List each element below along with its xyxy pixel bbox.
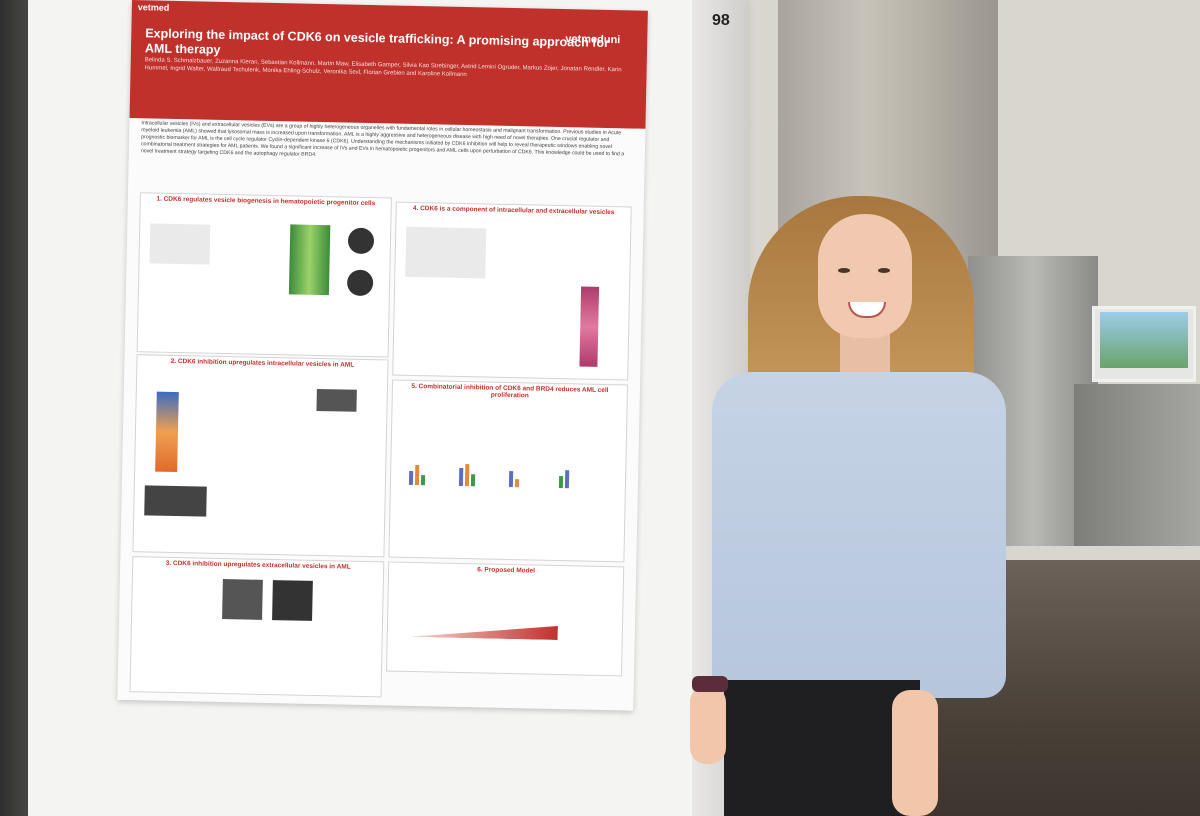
person-neck: [840, 330, 890, 380]
chart-bar: [464, 464, 470, 487]
bracelet: [692, 676, 728, 692]
panel-4-title: 4. CDK6 is a component of intracellular …: [412, 204, 615, 217]
chart-bar: [514, 479, 520, 488]
window-pane: [1100, 312, 1188, 368]
panel-2-western-blot: [316, 388, 357, 412]
chart-bar: [408, 470, 414, 485]
panel-1-micrograph: [347, 227, 375, 255]
panel-5-bar-charts: [408, 461, 609, 489]
intro-text: Intracellular vesicles (IVs) and extrace…: [140, 120, 625, 158]
smile: [848, 302, 886, 318]
eye-right: [878, 268, 890, 273]
panel-1-heatmap: [288, 224, 331, 296]
left-dark-edge: [0, 0, 30, 816]
chart-bar: [414, 465, 420, 486]
person-face: [818, 214, 912, 338]
panel-1-figure: [149, 223, 211, 265]
panel-2-heatmap: [155, 391, 179, 473]
panel-1-title: 1. CDK6 regulates vesicle biogenesis in …: [156, 195, 376, 208]
chart-bar: [470, 474, 476, 487]
panel-1-micrograph: [346, 269, 374, 297]
person-left-hand: [690, 686, 726, 764]
panel-6-title: 6. Proposed Model: [477, 566, 536, 575]
chart-bar: [558, 476, 564, 489]
panel-3-micrograph: [272, 580, 313, 621]
poster-brand-logo: vetmeduni: [565, 33, 621, 47]
eye-left: [838, 268, 850, 273]
panel-2: 2. CDK6 inhibition upregulates intracell…: [132, 354, 389, 558]
panel-4-figure: [405, 226, 487, 279]
panel-5-title: 5. Combinatorial inhibition of CDK6 and …: [411, 382, 609, 400]
person-right-hand: [892, 690, 938, 816]
chart-bar: [508, 471, 514, 488]
panel-3: 3. CDK6 inhibition upregulates extracell…: [129, 556, 385, 698]
chart-bar: [564, 470, 570, 489]
panel-6: 6. Proposed Model: [385, 561, 625, 677]
chart-bar: [420, 475, 426, 486]
panel-2-title: 2. CDK6 inhibition upregulates intracell…: [170, 357, 355, 369]
person-blouse: [712, 372, 1006, 698]
scientific-poster: vetmed Exploring the impact of CDK6 on v…: [117, 0, 648, 711]
panel-2-micrograph: [144, 485, 207, 517]
board-number: 98: [712, 12, 730, 29]
panel-5: 5. Combinatorial inhibition of CDK6 and …: [388, 379, 629, 563]
chart-bar: [458, 467, 464, 487]
poster-logo: vetmed: [137, 2, 170, 13]
panel-1: 1. CDK6 regulates vesicle biogenesis in …: [136, 192, 392, 358]
panel-6-gradient-wedge: [408, 623, 558, 640]
metal-wall-panel: [1074, 384, 1200, 546]
panel-4-heatmap: [579, 286, 600, 367]
panel-3-title: 3. CDK6 inhibition upregulates extracell…: [165, 559, 351, 571]
panel-4: 4. CDK6 is a component of intracellular …: [392, 201, 632, 381]
panel-3-micrograph: [222, 579, 263, 620]
person-trousers: [724, 680, 920, 816]
